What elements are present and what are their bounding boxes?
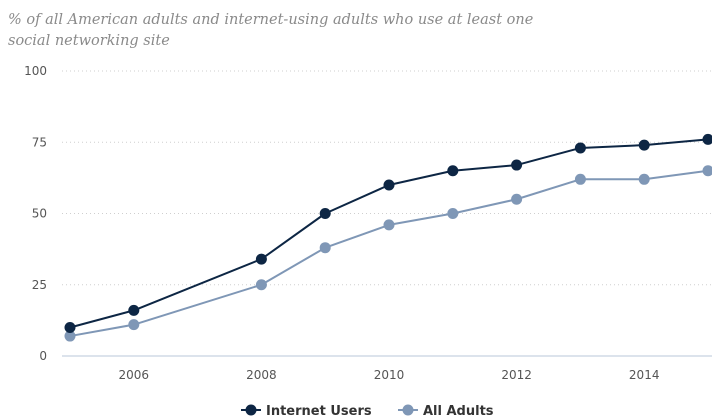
data-point[interactable] <box>702 133 712 145</box>
x-tick-label: 2012 <box>501 368 532 382</box>
y-axis-tick-labels: 0 25 50 75 100 <box>24 64 47 363</box>
data-point[interactable] <box>255 253 267 265</box>
data-point[interactable] <box>702 165 712 177</box>
series-line <box>69 138 709 329</box>
data-point[interactable] <box>255 279 267 291</box>
data-point[interactable] <box>64 330 76 342</box>
data-point[interactable] <box>128 304 140 316</box>
data-point[interactable] <box>511 159 523 171</box>
x-tick-label: 2014 <box>629 368 660 382</box>
x-tick-label: 2010 <box>374 368 405 382</box>
data-point[interactable] <box>447 208 459 219</box>
legend-swatch-marker <box>245 404 257 416</box>
legend-item[interactable]: Internet Users <box>241 404 372 419</box>
series-lines <box>64 133 712 342</box>
data-point[interactable] <box>128 319 140 331</box>
data-point[interactable] <box>64 322 76 333</box>
data-point[interactable] <box>383 219 395 231</box>
series-all-adults <box>64 165 712 342</box>
data-point[interactable] <box>574 173 586 185</box>
legend: Internet Users All Adults <box>241 404 494 419</box>
y-tick-label: 75 <box>32 135 47 149</box>
data-point[interactable] <box>638 139 650 151</box>
data-point[interactable] <box>319 208 331 219</box>
data-point[interactable] <box>383 179 395 191</box>
legend-label: All Adults <box>423 404 494 419</box>
y-tick-label: 50 <box>32 207 47 221</box>
data-point[interactable] <box>574 142 586 154</box>
chart-subtitle: % of all American adults and internet-us… <box>8 12 534 49</box>
x-tick-label: 2006 <box>119 368 150 382</box>
series-internet-users <box>64 133 712 333</box>
data-point[interactable] <box>511 193 523 205</box>
data-point[interactable] <box>447 165 459 177</box>
legend-label: Internet Users <box>266 404 372 419</box>
x-tick-label: 2008 <box>246 368 277 382</box>
legend-item[interactable]: All Adults <box>398 404 494 419</box>
data-point[interactable] <box>638 173 650 185</box>
y-tick-label: 100 <box>24 64 47 78</box>
series-line <box>69 169 709 338</box>
legend-swatch-marker <box>402 404 414 416</box>
data-point[interactable] <box>319 242 331 254</box>
x-axis-tick-labels: 2006 2008 2010 2012 2014 <box>119 368 660 382</box>
gridlines <box>62 70 712 286</box>
y-tick-label: 25 <box>32 278 47 292</box>
y-tick-label: 0 <box>39 349 47 363</box>
